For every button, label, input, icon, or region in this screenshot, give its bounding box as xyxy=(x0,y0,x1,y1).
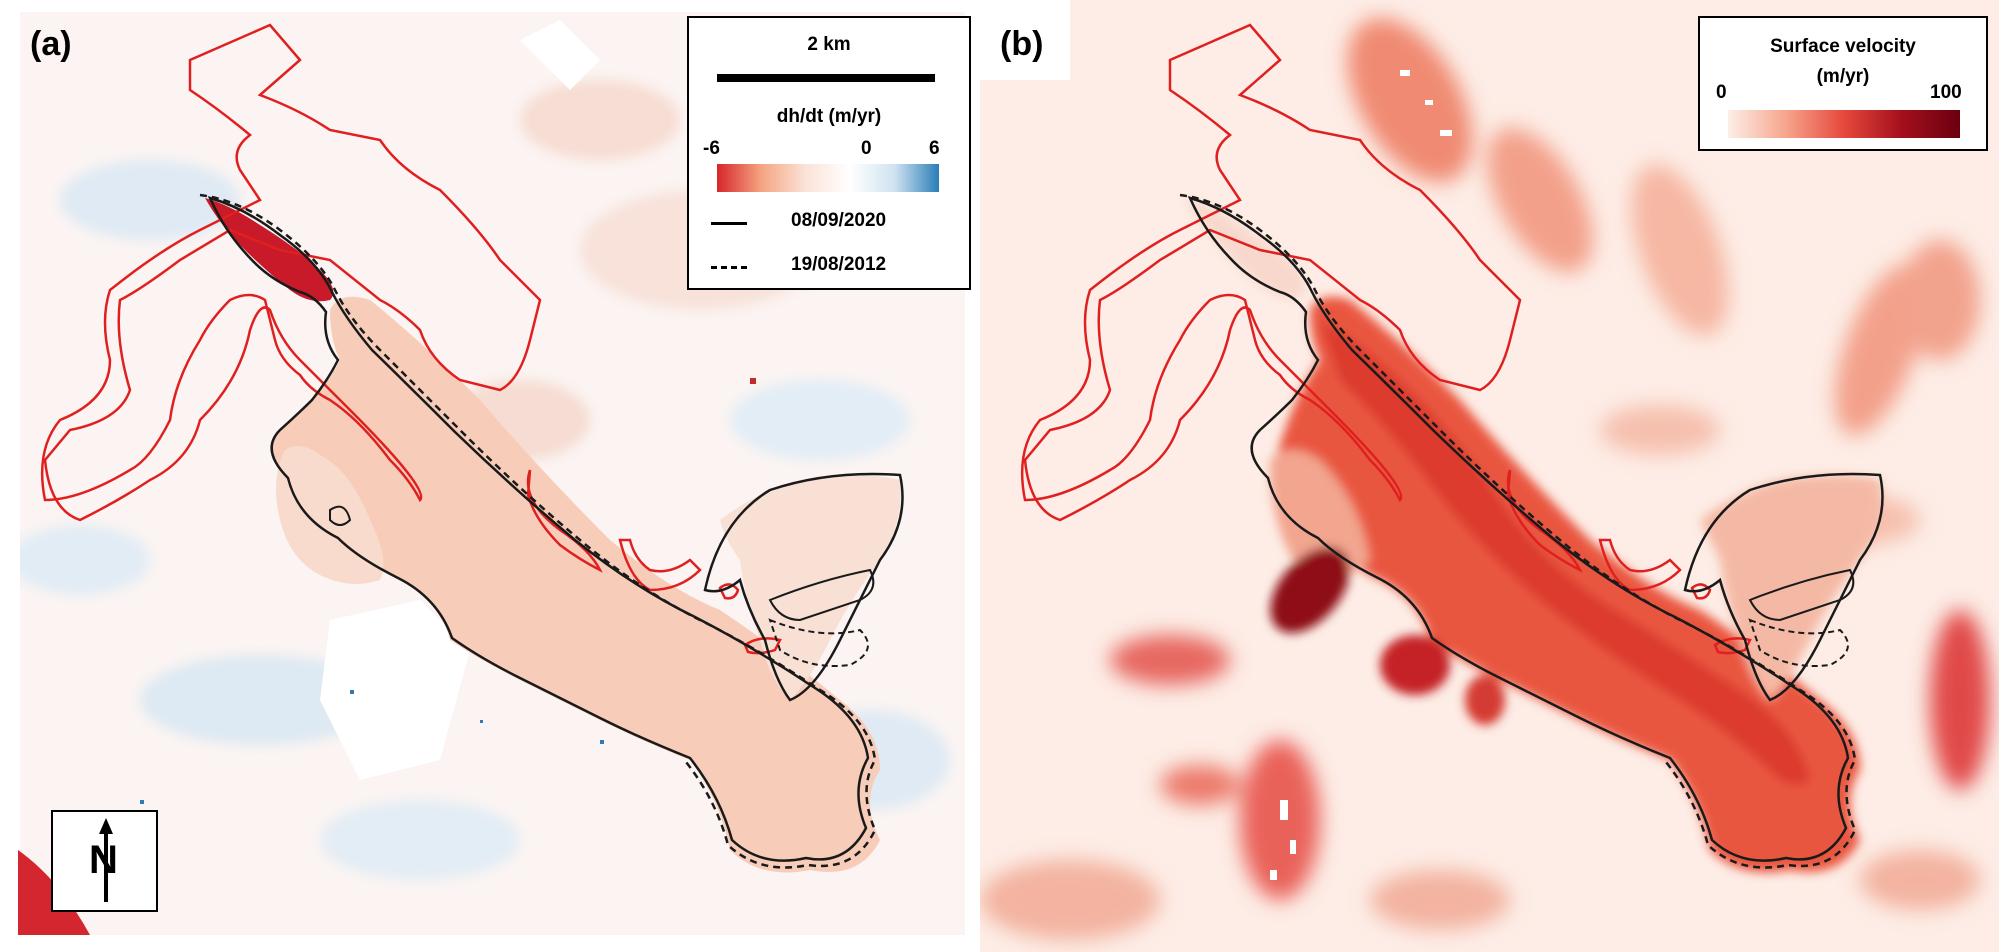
drainage-basin-outline xyxy=(40,23,542,522)
east-tributary-outline-b xyxy=(1683,472,1884,702)
red-nunatak-outline-4 xyxy=(743,637,782,655)
red-nunatak-outline-b4 xyxy=(1713,637,1752,655)
panel-b-legend: Surface velocity (m/yr) 0 100 xyxy=(1698,16,1988,151)
nunatak-outline-black xyxy=(329,505,352,526)
velocity-legend-title-line2: (m/yr) xyxy=(1816,66,1870,87)
dashed-line-swatch xyxy=(711,266,747,269)
glacier-outline-2020-b xyxy=(1187,196,1850,862)
panel-b-map-canvas xyxy=(980,0,1999,952)
scale-bar xyxy=(717,74,935,82)
red-nunatak-outline-b2 xyxy=(1598,538,1682,592)
east-inner-outline-2 xyxy=(768,618,869,667)
velocity-tick-min: 0 xyxy=(1716,82,1727,103)
red-nunatak-outline-3 xyxy=(718,583,740,600)
red-nunatak-outline-2 xyxy=(618,538,702,592)
speckle-dots xyxy=(140,378,756,804)
panel-a-legend: 2 km dh/dt (m/yr) -6 0 6 08/09/2020 19/0… xyxy=(687,16,971,290)
panel-b-label: (b) xyxy=(1000,25,1044,63)
east-inner-outline-b1 xyxy=(1748,568,1855,622)
upper-tongue-thinning xyxy=(205,198,334,302)
off-glacier-velocity-streaks xyxy=(980,18,1990,940)
colorbar-tick-max: 6 xyxy=(929,138,940,159)
label-background-gap xyxy=(980,0,1070,80)
north-label: N xyxy=(89,838,118,882)
east-inner-outline-b2 xyxy=(1748,618,1849,667)
white-speckle-gaps xyxy=(1270,70,1452,880)
drainage-basin-outline-b xyxy=(1020,23,1522,522)
east-tributary-outline xyxy=(703,472,904,702)
solid-line-label: 08/09/2020 xyxy=(791,210,887,231)
scale-bar-label: 2 km xyxy=(807,34,851,55)
panel-b-surface-velocity-map: (b) Surface velocity (m/yr) 0 100 xyxy=(980,0,1999,952)
red-nunatak-outline-b3 xyxy=(1690,583,1712,600)
velocity-colorbar xyxy=(1728,110,1960,138)
main-glacier-surface xyxy=(272,296,880,873)
north-arrow-icon xyxy=(99,818,113,902)
velocity-legend-title-line1: Surface velocity xyxy=(1770,36,1916,57)
glacier-outline-2020 xyxy=(207,196,870,862)
glacier-velocity-field xyxy=(1185,198,1881,873)
north-arrow-box: N xyxy=(51,810,158,912)
solid-line-swatch xyxy=(711,222,747,225)
colorbar-tick-min: -6 xyxy=(703,138,720,159)
dhdt-colorbar xyxy=(717,164,939,192)
velocity-tick-max: 100 xyxy=(1930,82,1962,103)
dashed-line-label: 19/08/2012 xyxy=(791,254,887,275)
east-inner-outline-1 xyxy=(768,568,875,622)
colorbar-title: dh/dt (m/yr) xyxy=(776,106,882,127)
colorbar-tick-mid: 0 xyxy=(861,138,872,159)
panel-a-label: (a) xyxy=(30,25,72,63)
panel-a-elevation-change-map: (a) 2 km dh/dt (m/yr) -6 0 6 08/09/2020 … xyxy=(0,0,980,952)
